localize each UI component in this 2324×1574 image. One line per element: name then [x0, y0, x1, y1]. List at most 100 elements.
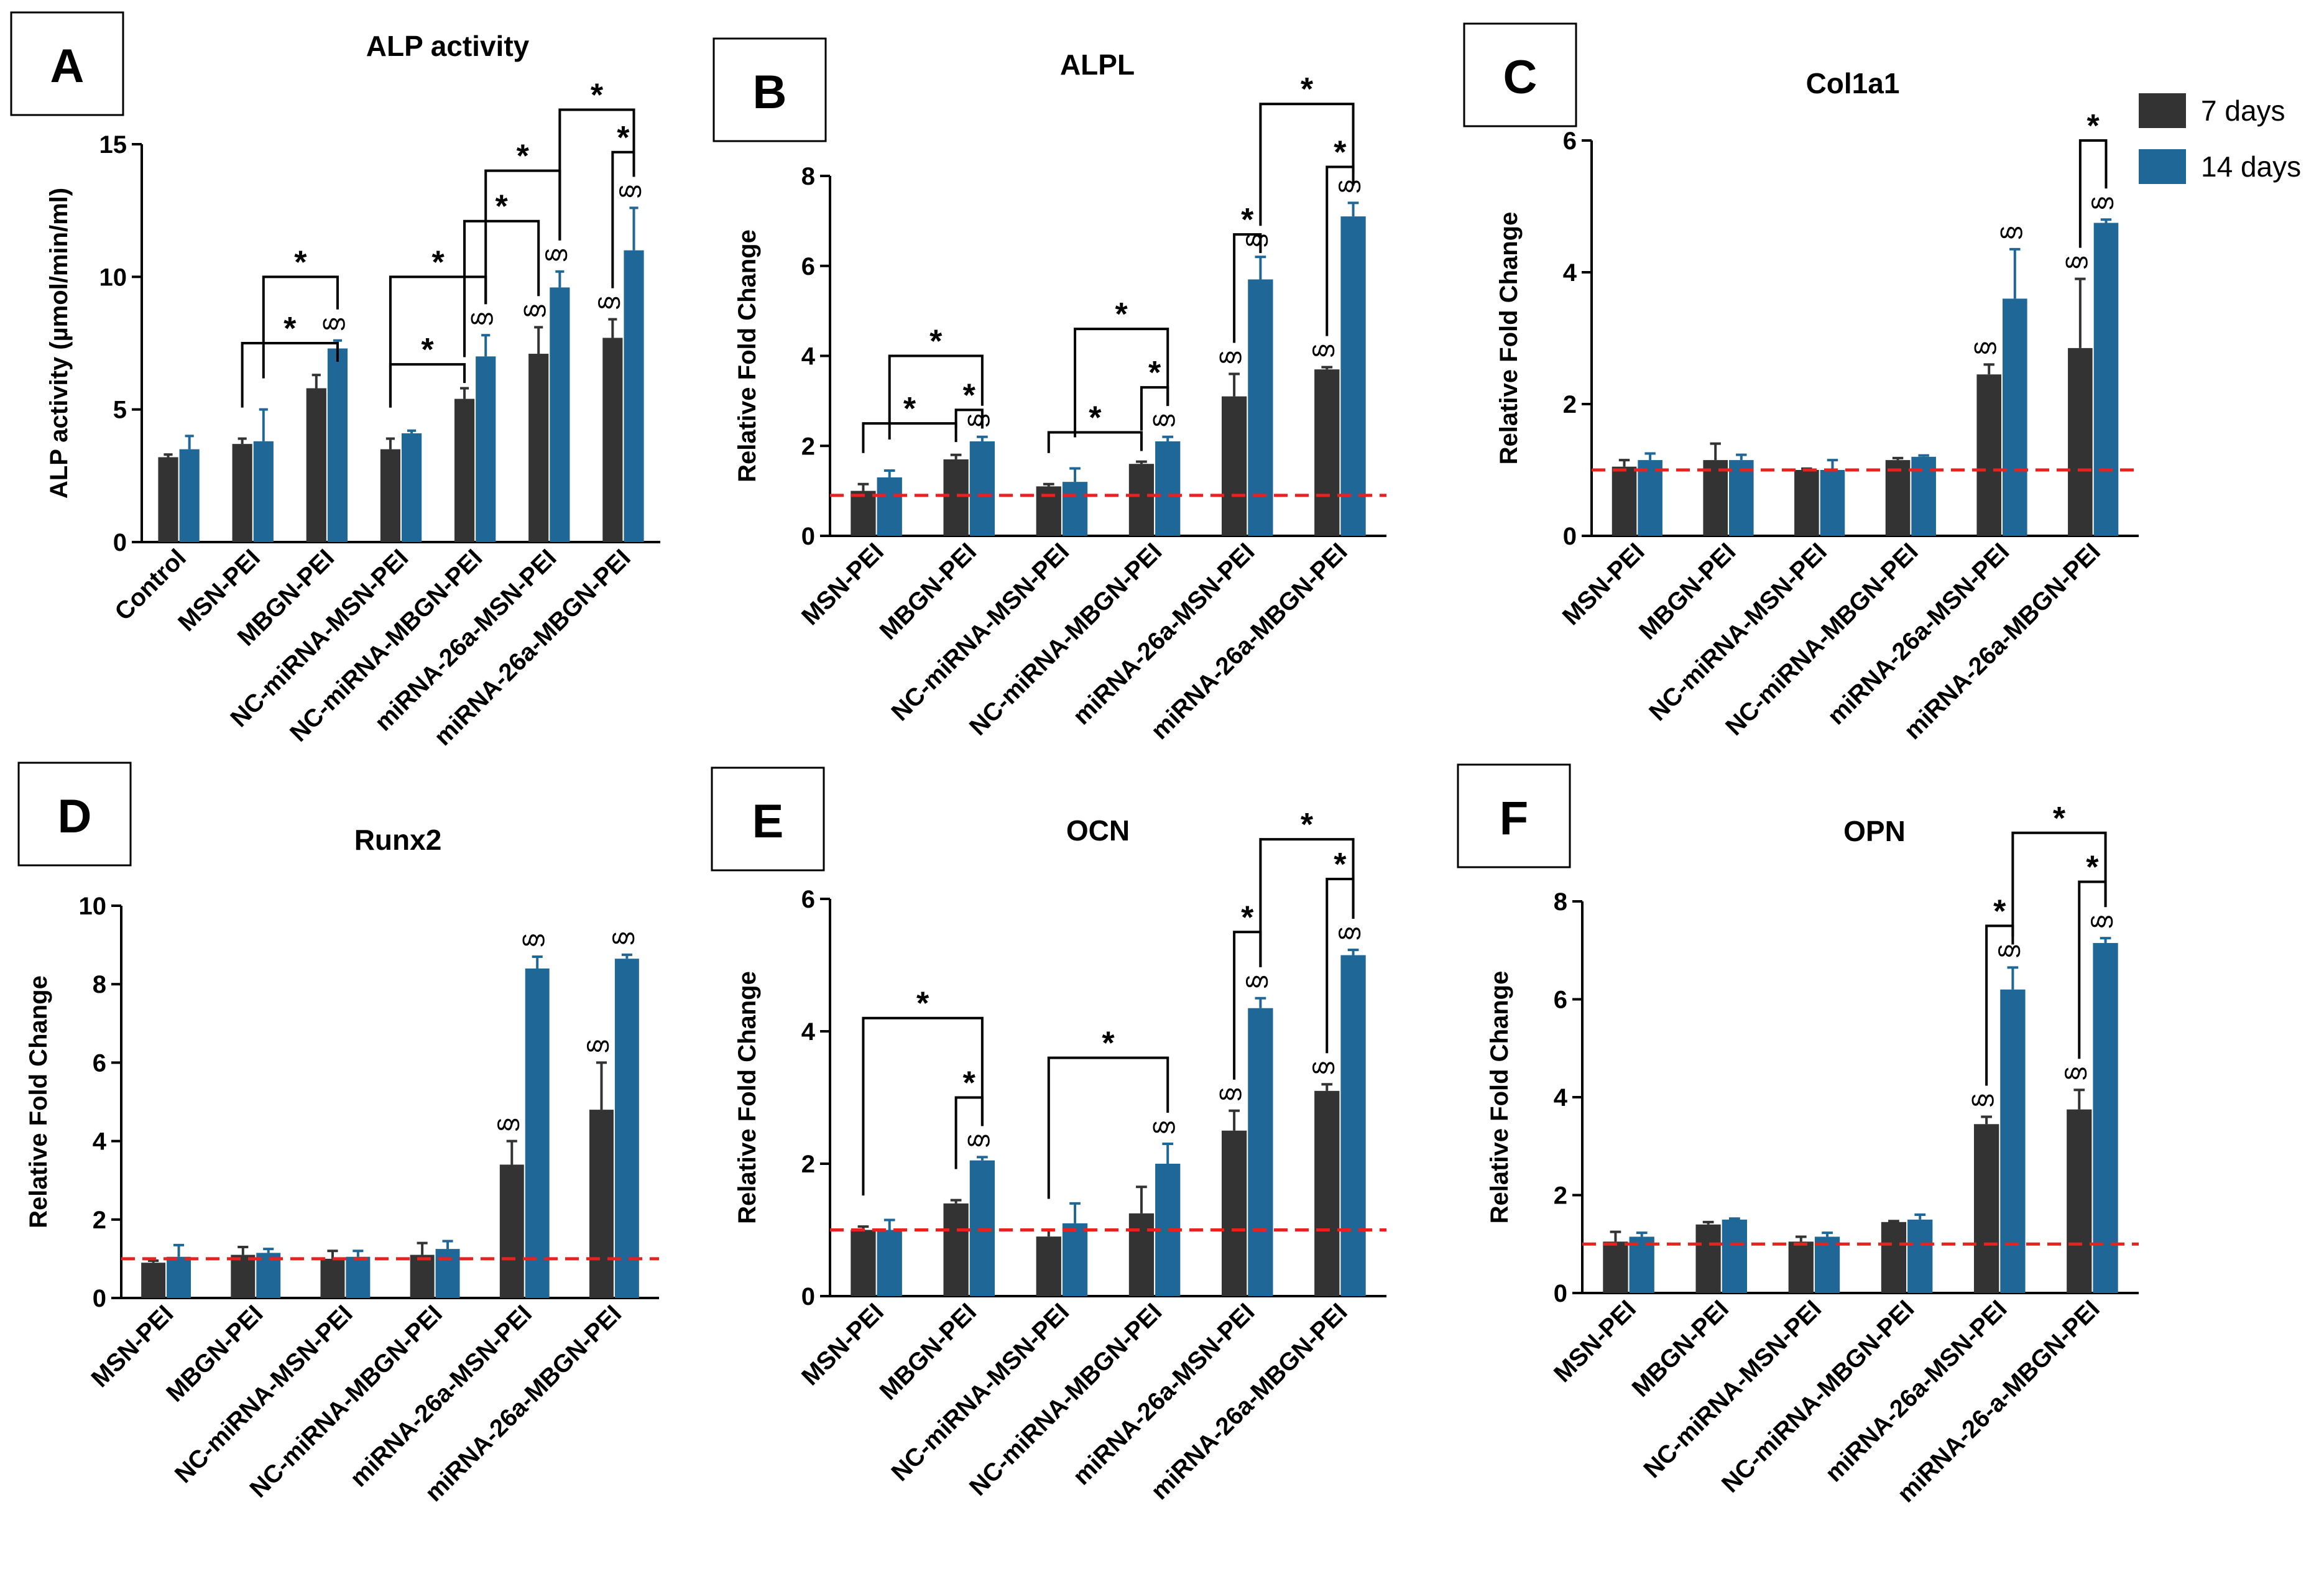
legend-label: 14 days	[2201, 150, 2301, 183]
y-axis-label: Relative Fold Change	[25, 975, 52, 1228]
y-axis-label: ALP activity (µmol/min/ml)	[45, 188, 73, 499]
panel-label: D	[58, 790, 92, 843]
y-tick-label: 4	[801, 1018, 816, 1046]
significance-mark: §	[1148, 413, 1179, 428]
significance-star: *	[496, 189, 509, 225]
significance-star: *	[284, 311, 297, 347]
significance-star: *	[903, 391, 916, 427]
significance-bracket	[1047, 1056, 1169, 1199]
bar-7-days	[1881, 1222, 1907, 1293]
y-tick-label: 8	[1554, 888, 1567, 916]
significance-bracket	[1074, 328, 1169, 438]
y-tick-label: 4	[801, 343, 816, 370]
significance-mark: §	[2087, 196, 2117, 211]
y-tick-label: 8	[93, 971, 106, 998]
bar-7-days	[1128, 1213, 1155, 1296]
bar-7-days	[454, 398, 475, 542]
y-tick-label: 0	[93, 1285, 106, 1312]
significance-mark: §	[1241, 974, 1271, 989]
x-tick-label: miRNA-26a-MSN-PEI	[1067, 1298, 1260, 1490]
bar-7-days	[851, 1230, 876, 1296]
x-tick-label: miRNA-26a-MBGN-PEI	[1146, 1298, 1353, 1505]
significance-mark: §	[2060, 1066, 2090, 1081]
significance-bracket	[954, 1096, 984, 1169]
chart-title: ALPL	[1060, 48, 1135, 81]
chart-title: OPN	[1843, 815, 1906, 847]
bar-14-days	[1814, 1236, 1840, 1293]
y-tick-label: 6	[801, 253, 815, 280]
significance-bracket	[1047, 431, 1143, 453]
bar-14-days	[525, 968, 550, 1298]
y-tick-label: 4	[1554, 1084, 1568, 1111]
bar-7-days	[410, 1254, 435, 1298]
significance-star: *	[1148, 355, 1161, 391]
significance-bracket	[558, 108, 635, 241]
x-tick-label: miRNA-26a-MSN-PEI	[1820, 1295, 2012, 1487]
chart-title: Runx2	[354, 824, 442, 856]
bar-14-days	[1155, 441, 1181, 536]
bar-14-days	[969, 441, 995, 536]
y-axis-label: Relative Fold Change	[1486, 971, 1513, 1224]
significance-bracket	[262, 275, 339, 379]
bar-14-days	[476, 356, 496, 542]
bar-14-days	[550, 287, 570, 542]
significance-mark: §	[540, 247, 571, 262]
bar-14-days	[1722, 1219, 1748, 1293]
significance-mark: §	[318, 316, 349, 331]
bar-7-days	[589, 1110, 614, 1298]
bar-7-days	[1788, 1241, 1814, 1293]
y-tick-label: 0	[113, 529, 127, 556]
bar-14-days	[346, 1256, 371, 1298]
y-tick-label: 0	[801, 523, 815, 550]
bar-7-days	[1703, 460, 1728, 536]
panel-a: A ALP activity ALP activity (µmol/min/ml) 0…	[10, 11, 660, 751]
significance-star: *	[591, 78, 604, 114]
y-tick-label: 2	[93, 1207, 106, 1234]
panel-label-box	[10, 11, 124, 116]
x-tick-label: MSN-PEI	[86, 1300, 178, 1392]
significance-star: *	[1115, 297, 1128, 333]
x-tick-label: miRNA-26a-MBGN-PEI	[1146, 538, 1353, 745]
y-tick-label: 6	[1563, 127, 1577, 155]
significance-mark: §	[1334, 926, 1365, 941]
x-tick-label: miRNA-26a-MSN-PEI	[1822, 538, 2014, 730]
significance-bracket	[463, 219, 540, 357]
x-tick-label: NC-miRNA-MBGN-PEI	[964, 538, 1168, 741]
significance-mark: §	[1148, 1120, 1179, 1135]
significance-mark: §	[2087, 914, 2117, 929]
panel-d: D Runx2 Relative Fold Change 0 2 4 6 8 10 § § § § MSN…	[17, 762, 659, 1507]
significance-mark: §	[1215, 350, 1245, 365]
x-tick-label: MSN-PEI	[1557, 538, 1650, 630]
bar-14-days	[2003, 298, 2027, 536]
significance-star: *	[431, 244, 445, 280]
significance-star: *	[1301, 807, 1314, 843]
bar-14-days	[253, 441, 274, 542]
significance-bracket	[862, 422, 957, 453]
bar-7-days	[380, 449, 400, 542]
panel-label-box	[1457, 763, 1571, 868]
bar-7-days	[231, 1254, 256, 1298]
chart-title: ALP activity	[366, 30, 530, 62]
significance-mark: §	[1967, 1093, 1998, 1108]
bar-7-days	[1314, 369, 1340, 536]
y-tick-label: 2	[801, 1151, 815, 1178]
bar-7-days	[141, 1263, 166, 1298]
significance-star: *	[2087, 108, 2100, 144]
significance-star: *	[1334, 847, 1347, 883]
significance-mark: §	[492, 1117, 523, 1132]
bar-14-days	[1062, 1223, 1088, 1296]
bar-14-days	[1248, 279, 1273, 536]
significance-mark: §	[607, 931, 638, 946]
y-tick-label: 0	[1563, 523, 1577, 550]
bar-7-days	[943, 1203, 969, 1296]
legend-swatch	[2139, 149, 2186, 184]
y-tick-label: 6	[1554, 987, 1567, 1014]
significance-star: *	[963, 377, 976, 413]
significance-mark: §	[1334, 179, 1365, 194]
y-tick-label: 0	[801, 1283, 815, 1310]
x-tick-label: MSN-PEI	[796, 1298, 889, 1391]
significance-bracket	[389, 275, 487, 408]
legend: 7 days 14 days	[2139, 93, 2301, 184]
